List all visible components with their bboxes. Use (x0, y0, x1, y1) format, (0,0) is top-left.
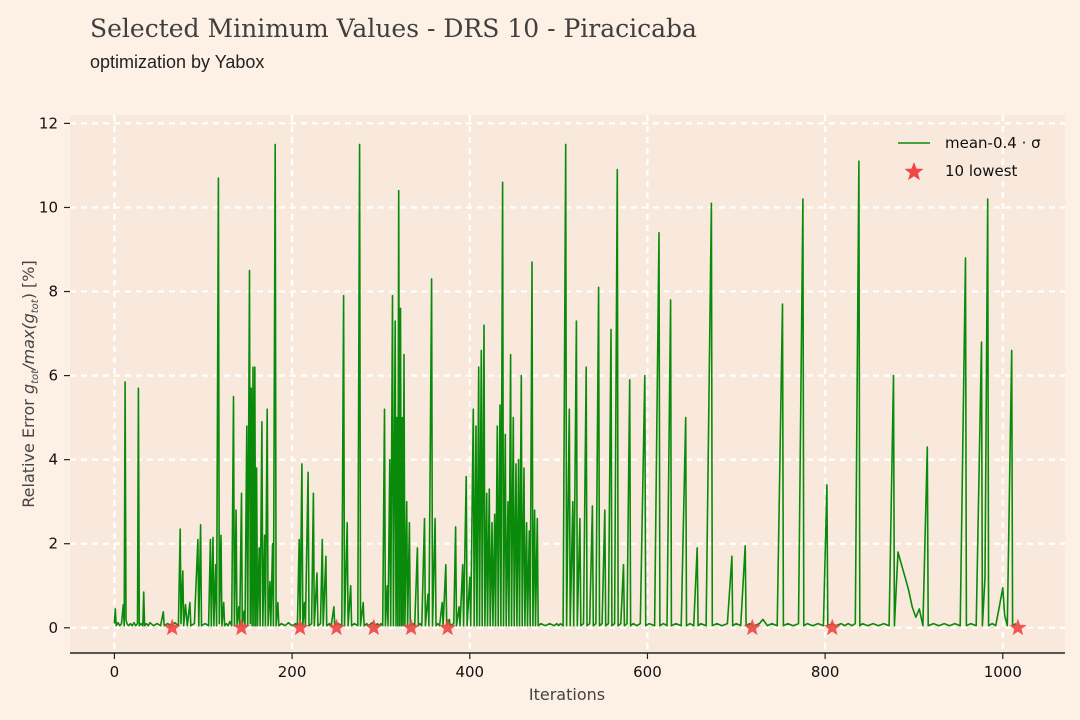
y-ticks: 0 2 4 6 8 10 12 (39, 114, 70, 637)
x-tick-label: 200 (278, 663, 307, 681)
y-axis-label-g1: g (19, 384, 38, 394)
y-tick-label: 8 (48, 283, 58, 301)
x-tick-label: 1000 (984, 663, 1022, 681)
y-axis-label: Relative Error gtot/max(gtot) [%] (19, 260, 41, 507)
series-line-mean (113, 143, 1017, 627)
lowest-point-star (163, 618, 181, 636)
y-tick-label: 12 (39, 114, 58, 132)
y-tick-label: 10 (39, 198, 58, 216)
y-axis-label-sub2: tot (30, 298, 41, 313)
lowest-point-star (1009, 618, 1027, 636)
legend-label-stars: 10 lowest (945, 162, 1018, 180)
series-group (113, 143, 1017, 627)
marker-group (163, 618, 1027, 636)
legend: mean-0.4 · σ 10 lowest (898, 134, 1041, 181)
legend-label-line: mean-0.4 · σ (945, 134, 1041, 152)
y-axis-label-prefix: Relative Error (19, 394, 38, 508)
lowest-point-star (291, 618, 309, 636)
lowest-point-star (743, 618, 761, 636)
lowest-point-star (365, 618, 383, 636)
y-axis-label-suffix: ) [%] (19, 260, 38, 299)
y-tick-label: 2 (48, 535, 58, 553)
x-tick-label: 400 (455, 663, 484, 681)
y-axis-label-mid: /max( (19, 323, 38, 372)
x-tick-label: 0 (110, 663, 120, 681)
x-axis-label: Iterations (529, 685, 605, 704)
lowest-point-star (328, 618, 346, 636)
lowest-point-star (232, 618, 250, 636)
y-tick-label: 0 (48, 619, 58, 637)
x-tick-label: 800 (811, 663, 840, 681)
chart-subtitle: optimization by Yabox (90, 52, 265, 72)
lowest-point-star (439, 618, 457, 636)
lowest-point-star (402, 618, 420, 636)
x-tick-label: 600 (633, 663, 662, 681)
y-tick-label: 6 (48, 367, 58, 385)
lowest-point-star (823, 618, 841, 636)
x-ticks: 0 200 400 600 800 1000 (110, 653, 1022, 681)
y-tick-label: 4 (48, 451, 58, 469)
y-axis-label-g2: g (19, 313, 38, 323)
legend-star-swatch (904, 162, 924, 181)
chart-title: Selected Minimum Values - DRS 10 - Pirac… (90, 14, 697, 43)
y-axis-label-sub1: tot (30, 369, 41, 384)
